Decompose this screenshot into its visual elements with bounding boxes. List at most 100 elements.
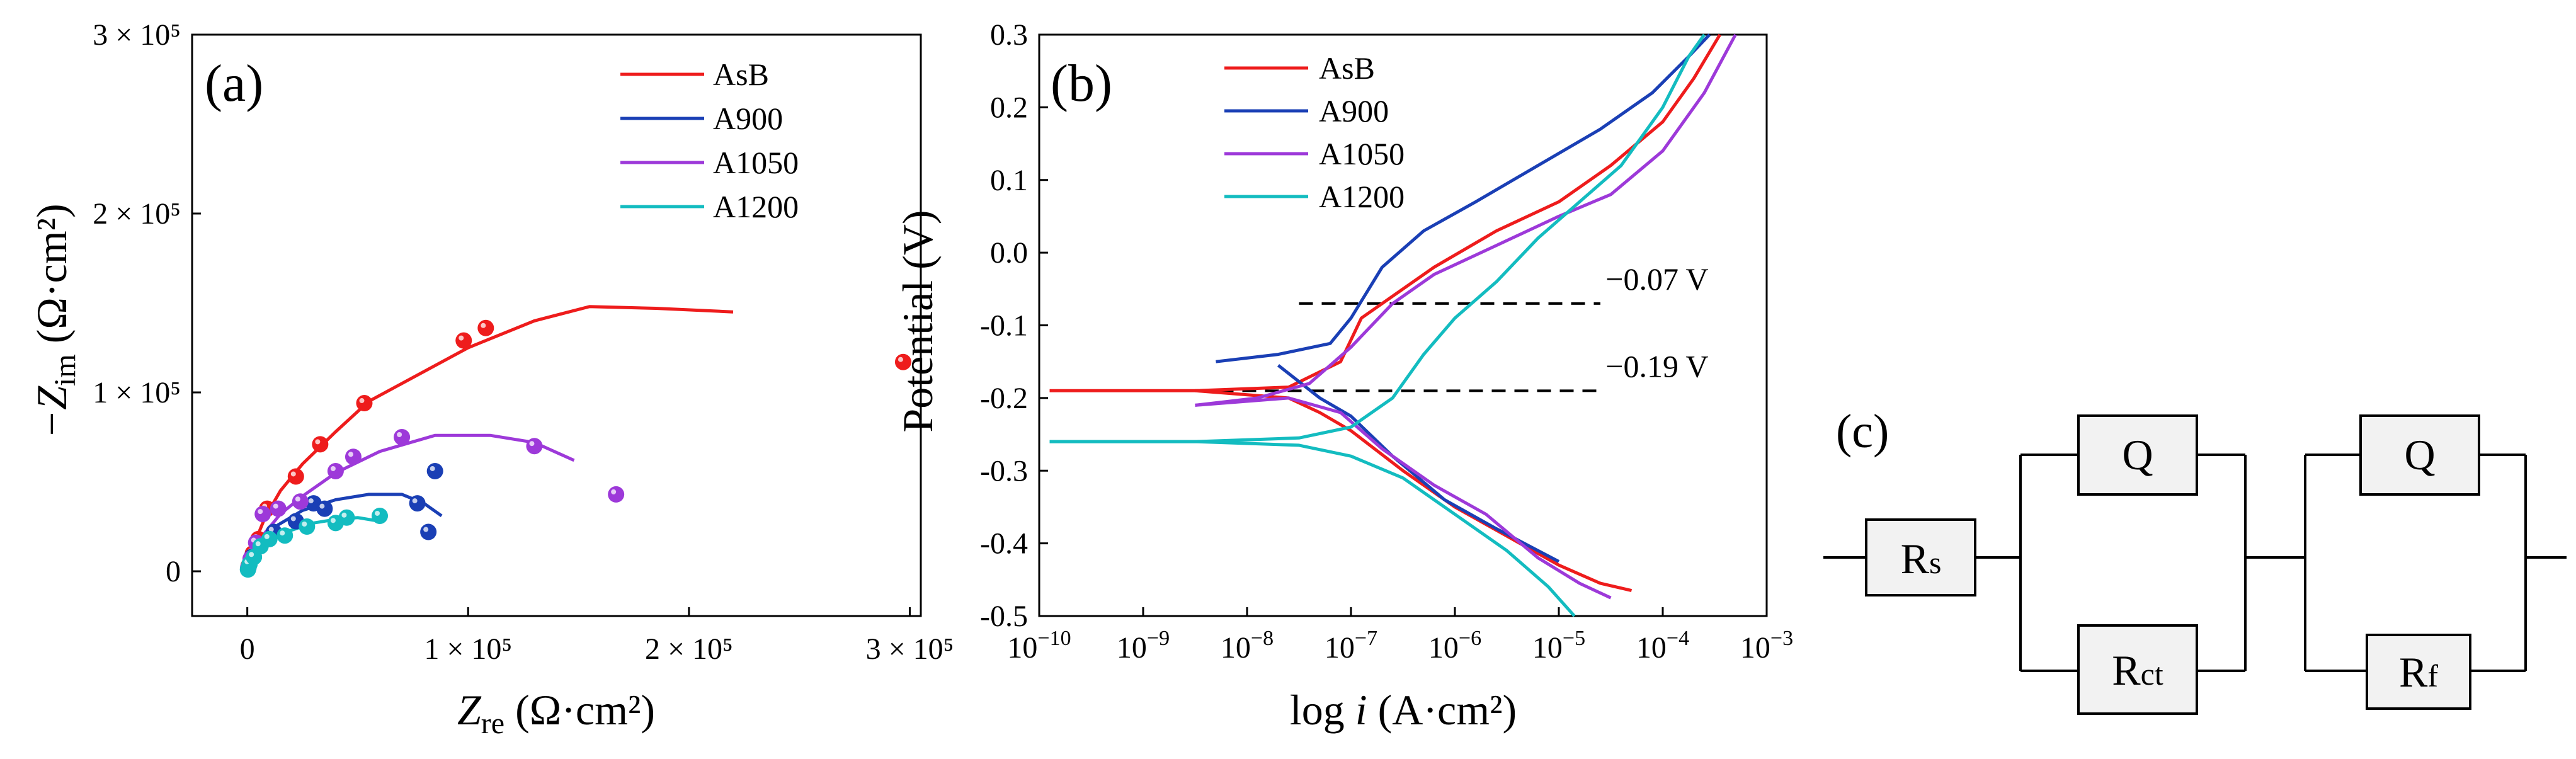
panel-b-x-axis-label: log i (A·cm²)	[1290, 686, 1517, 734]
data-point-highlight	[359, 398, 365, 404]
data-point-highlight	[280, 530, 285, 536]
y-tick-label: 0.1	[990, 164, 1028, 197]
data-point-highlight	[249, 552, 254, 557]
panel-a-plot-frame	[191, 33, 922, 617]
panel-b-y-ticks: 0.3 0.2 0.1 0.0 -0.1 -0.2 -0.3 -0.4 -0.5	[980, 18, 1048, 633]
cathodic-curve-a1200	[1049, 440, 1576, 617]
data-point-a1050	[526, 438, 543, 455]
data-point-a1050	[327, 462, 344, 479]
x-tick-label: 10−3	[1740, 627, 1793, 665]
y-tick-label: 1 × 10⁵	[93, 376, 181, 409]
panel-c-equivalent-circuit: (c) Rs Q Rct Q Rf	[1823, 405, 2567, 715]
legend-label-asb: AsB	[713, 57, 769, 92]
panel-a-x-ticks: 0 1 × 10⁵ 2 × 10⁵ 3 × 10⁵	[240, 607, 954, 666]
panel-a-nyquist-plot: 0 1 × 10⁵ 2 × 10⁵ 3 × 10⁵ 0 1 × 10⁵ 2 × 10⁵ 3 …	[28, 18, 954, 740]
x-tick-label: 3 × 10⁵	[866, 632, 954, 666]
data-point-highlight	[412, 498, 418, 504]
panel-a-data-points	[239, 319, 911, 578]
legend-label-a1050: A1050	[1319, 136, 1405, 171]
data-point-a1050	[394, 429, 411, 445]
panel-b-polarization-plot: −0.07 V −0.19 V 10−10 10−9 10−8 10−7 10−6 10−5…	[894, 18, 1793, 734]
panel-b-curves	[1049, 33, 1737, 617]
x-tick-label: 10−10	[1007, 627, 1071, 665]
data-point-highlight	[255, 541, 261, 547]
circuit-rs-resistor	[1865, 518, 1976, 596]
panel-a-label: (a)	[205, 54, 263, 113]
y-tick-label: -0.3	[980, 454, 1028, 488]
y-tick-label: -0.4	[980, 527, 1028, 561]
legend-label-a1050: A1050	[713, 145, 799, 180]
data-point-a1200	[338, 509, 355, 526]
y-tick-label: -0.2	[980, 382, 1028, 415]
data-point-a1050	[292, 493, 309, 510]
data-point-a1200	[261, 530, 278, 547]
data-point-highlight	[290, 471, 296, 477]
y-tick-label: -0.1	[980, 309, 1028, 343]
y-tick-label: 0	[166, 555, 181, 588]
data-point-highlight	[430, 465, 435, 471]
legend-label-asb: AsB	[1319, 50, 1375, 86]
data-point-a900	[420, 523, 437, 540]
data-point-highlight	[459, 335, 464, 341]
data-point-asb	[356, 395, 373, 412]
anodic-curve-a1050	[1195, 33, 1737, 407]
x-tick-label: 10−9	[1117, 627, 1170, 665]
data-point-highlight	[423, 527, 429, 532]
x-tick-label: 1 × 10⁵	[424, 632, 512, 666]
x-tick-label: 2 × 10⁵	[645, 632, 733, 666]
y-tick-label: 3 × 10⁵	[93, 18, 181, 52]
circuit-rct-label: Rct	[2112, 646, 2163, 694]
panel-c-label: (c)	[1836, 405, 1889, 458]
y-tick-label: -0.5	[980, 600, 1028, 633]
data-point-a1200	[276, 527, 294, 544]
x-tick-label: 10−4	[1636, 627, 1689, 665]
data-point-asb	[312, 436, 329, 453]
data-point-highlight	[319, 503, 325, 509]
panel-a-legend: AsB A900 A1050 A1200	[620, 57, 799, 224]
data-point-highlight	[273, 503, 278, 509]
circuit-wires	[1823, 454, 2567, 672]
panel-b-x-ticks: 10−10 10−9 10−8 10−7 10−6 10−5 10−4 10−3	[1007, 607, 1793, 665]
data-point-a1050	[345, 448, 362, 465]
data-point-highlight	[348, 452, 353, 457]
data-point-highlight	[290, 516, 296, 522]
data-point-a1050	[270, 500, 287, 517]
data-point-highlight	[898, 357, 903, 362]
y-tick-label: 2 × 10⁵	[93, 197, 181, 231]
panel-b-annotations: −0.07 V −0.19 V	[1174, 261, 1709, 392]
data-point-highlight	[330, 518, 336, 523]
data-point-asb	[287, 468, 304, 485]
data-point-highlight	[397, 432, 402, 437]
data-point-a900	[409, 495, 426, 512]
legend-label-a1200: A1200	[1319, 179, 1405, 214]
data-point-highlight	[611, 489, 617, 494]
cathodic-curve-asb	[1195, 389, 1633, 593]
data-point-highlight	[302, 522, 307, 527]
data-point-asb	[455, 332, 472, 349]
data-point-highlight	[295, 496, 300, 502]
y-tick-label: 0.2	[990, 91, 1028, 124]
anodic-curve-asb	[1049, 33, 1721, 392]
data-point-a900	[426, 462, 443, 479]
data-point-highlight	[258, 509, 263, 515]
circuit-q1-label: Q	[2122, 431, 2153, 479]
data-point-highlight	[375, 510, 380, 516]
data-point-a1050	[254, 506, 271, 523]
anodic-curve-a1200	[1049, 33, 1706, 443]
data-point-highlight	[529, 441, 535, 447]
data-point-highlight	[341, 512, 347, 518]
data-point-asb	[477, 319, 494, 336]
data-point-a1200	[372, 507, 389, 524]
panel-b-plot-frame	[1038, 33, 1768, 617]
data-point-highlight	[481, 322, 486, 328]
circuit-rf-resistor	[2366, 634, 2471, 710]
potential-annotation-label: −0.19 V	[1605, 348, 1708, 384]
x-tick-label: 10−5	[1532, 627, 1585, 665]
potential-annotation-label: −0.07 V	[1605, 261, 1708, 297]
panel-b-y-axis-label: Potential (V)	[894, 210, 942, 432]
x-tick-label: 10−8	[1221, 627, 1274, 665]
data-point-highlight	[315, 439, 321, 445]
data-point-a900	[316, 500, 333, 517]
